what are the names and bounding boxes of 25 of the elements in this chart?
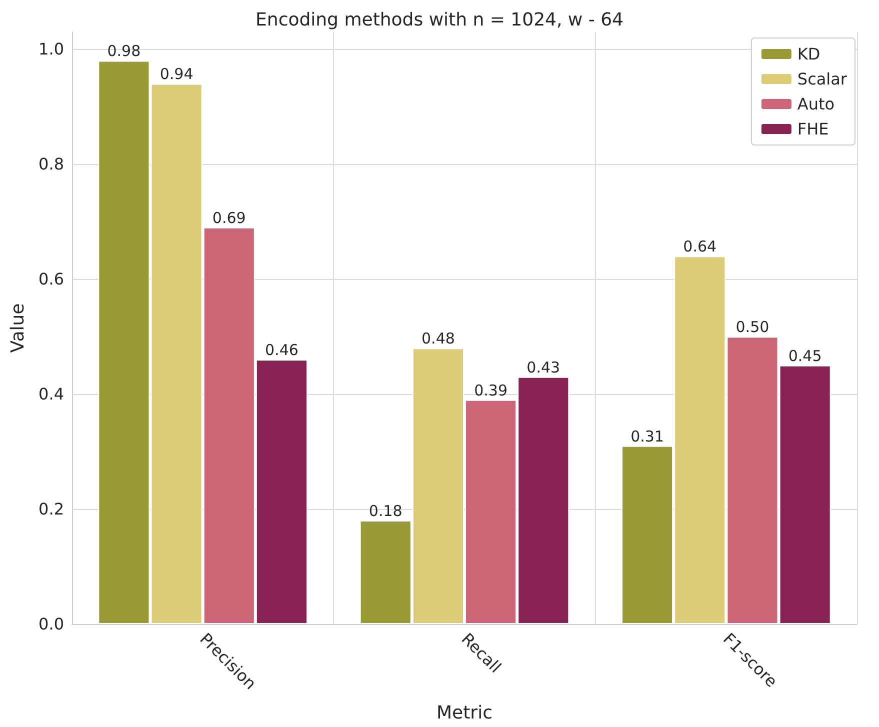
data-label: 0.50 (736, 318, 770, 336)
x-axis-title: Metric (436, 702, 492, 724)
data-label: 0.48 (422, 330, 455, 348)
data-label: 0.39 (474, 381, 508, 400)
y-tick-label: 0.2 (38, 500, 64, 519)
legend-label: Scalar (797, 70, 848, 88)
data-label: 0.45 (788, 346, 822, 365)
data-label: 0.46 (265, 341, 298, 360)
data-label: 0.43 (526, 358, 560, 376)
y-tick-label: 0.0 (38, 614, 64, 634)
y-tick-label: 0.4 (38, 384, 64, 404)
y-tick-label: 0.6 (38, 270, 64, 289)
data-label: 0.69 (212, 208, 246, 227)
y-tick-label: 0.8 (38, 154, 64, 174)
chart-title: Encoding methods with n = 1024, w - 64 (256, 10, 624, 30)
data-label: 0.31 (630, 427, 664, 446)
legend-label: KD (797, 44, 820, 64)
data-label: 0.64 (683, 238, 717, 256)
y-tick-label: 1.0 (38, 40, 64, 59)
legend-label: FHE (797, 120, 829, 138)
y-axis-title: Value (8, 303, 28, 353)
data-label: 0.98 (107, 42, 141, 60)
legend-label: Auto (797, 94, 835, 114)
data-label: 0.18 (368, 502, 402, 520)
data-label: 0.94 (160, 65, 194, 84)
